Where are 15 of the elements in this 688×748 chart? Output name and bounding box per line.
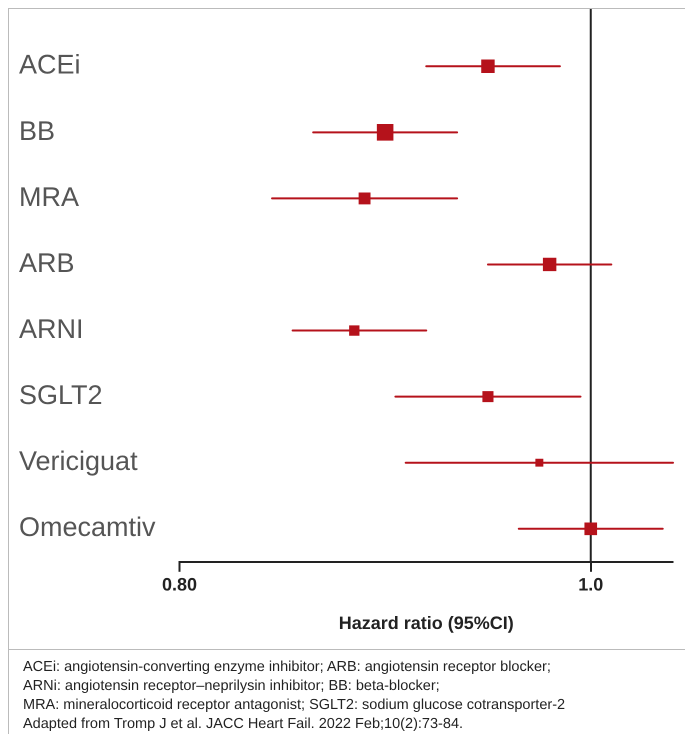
y-tick-label: MRA — [19, 182, 79, 212]
y-tick-label: SGLT2 — [19, 380, 103, 410]
x-axis-title: Hazard ratio (95%CI) — [338, 613, 514, 634]
x-tick-label: 1.0 — [578, 574, 604, 595]
text: ARNi: angiotensin receptor–neprilysin inhibitor; BB: beta-blocker; — [23, 677, 441, 696]
y-tick-label: ARB — [19, 248, 75, 278]
x-tick-label: 0.80 — [162, 574, 198, 595]
text: ACEi: angiotensin-converting enzyme inhibitor; ARB: angiotensin receptor blocker; — [23, 658, 552, 677]
y-tick-label: BB — [19, 116, 56, 146]
y-tick-label: ARNI — [19, 314, 84, 344]
text: MRA: mineralocorticoid receptor antagonist; SGLT2: sodium glucose cotransporter-2 — [23, 696, 566, 715]
text: Adapted from Tromp J et al. JACC Heart Fail. 2022 Feb;10(2):73-84. — [23, 715, 464, 734]
y-tick-label: Omecamtiv — [19, 512, 156, 542]
y-tick-label: ACEi — [19, 50, 81, 80]
y-tick-label: Vericiguat — [19, 446, 138, 476]
